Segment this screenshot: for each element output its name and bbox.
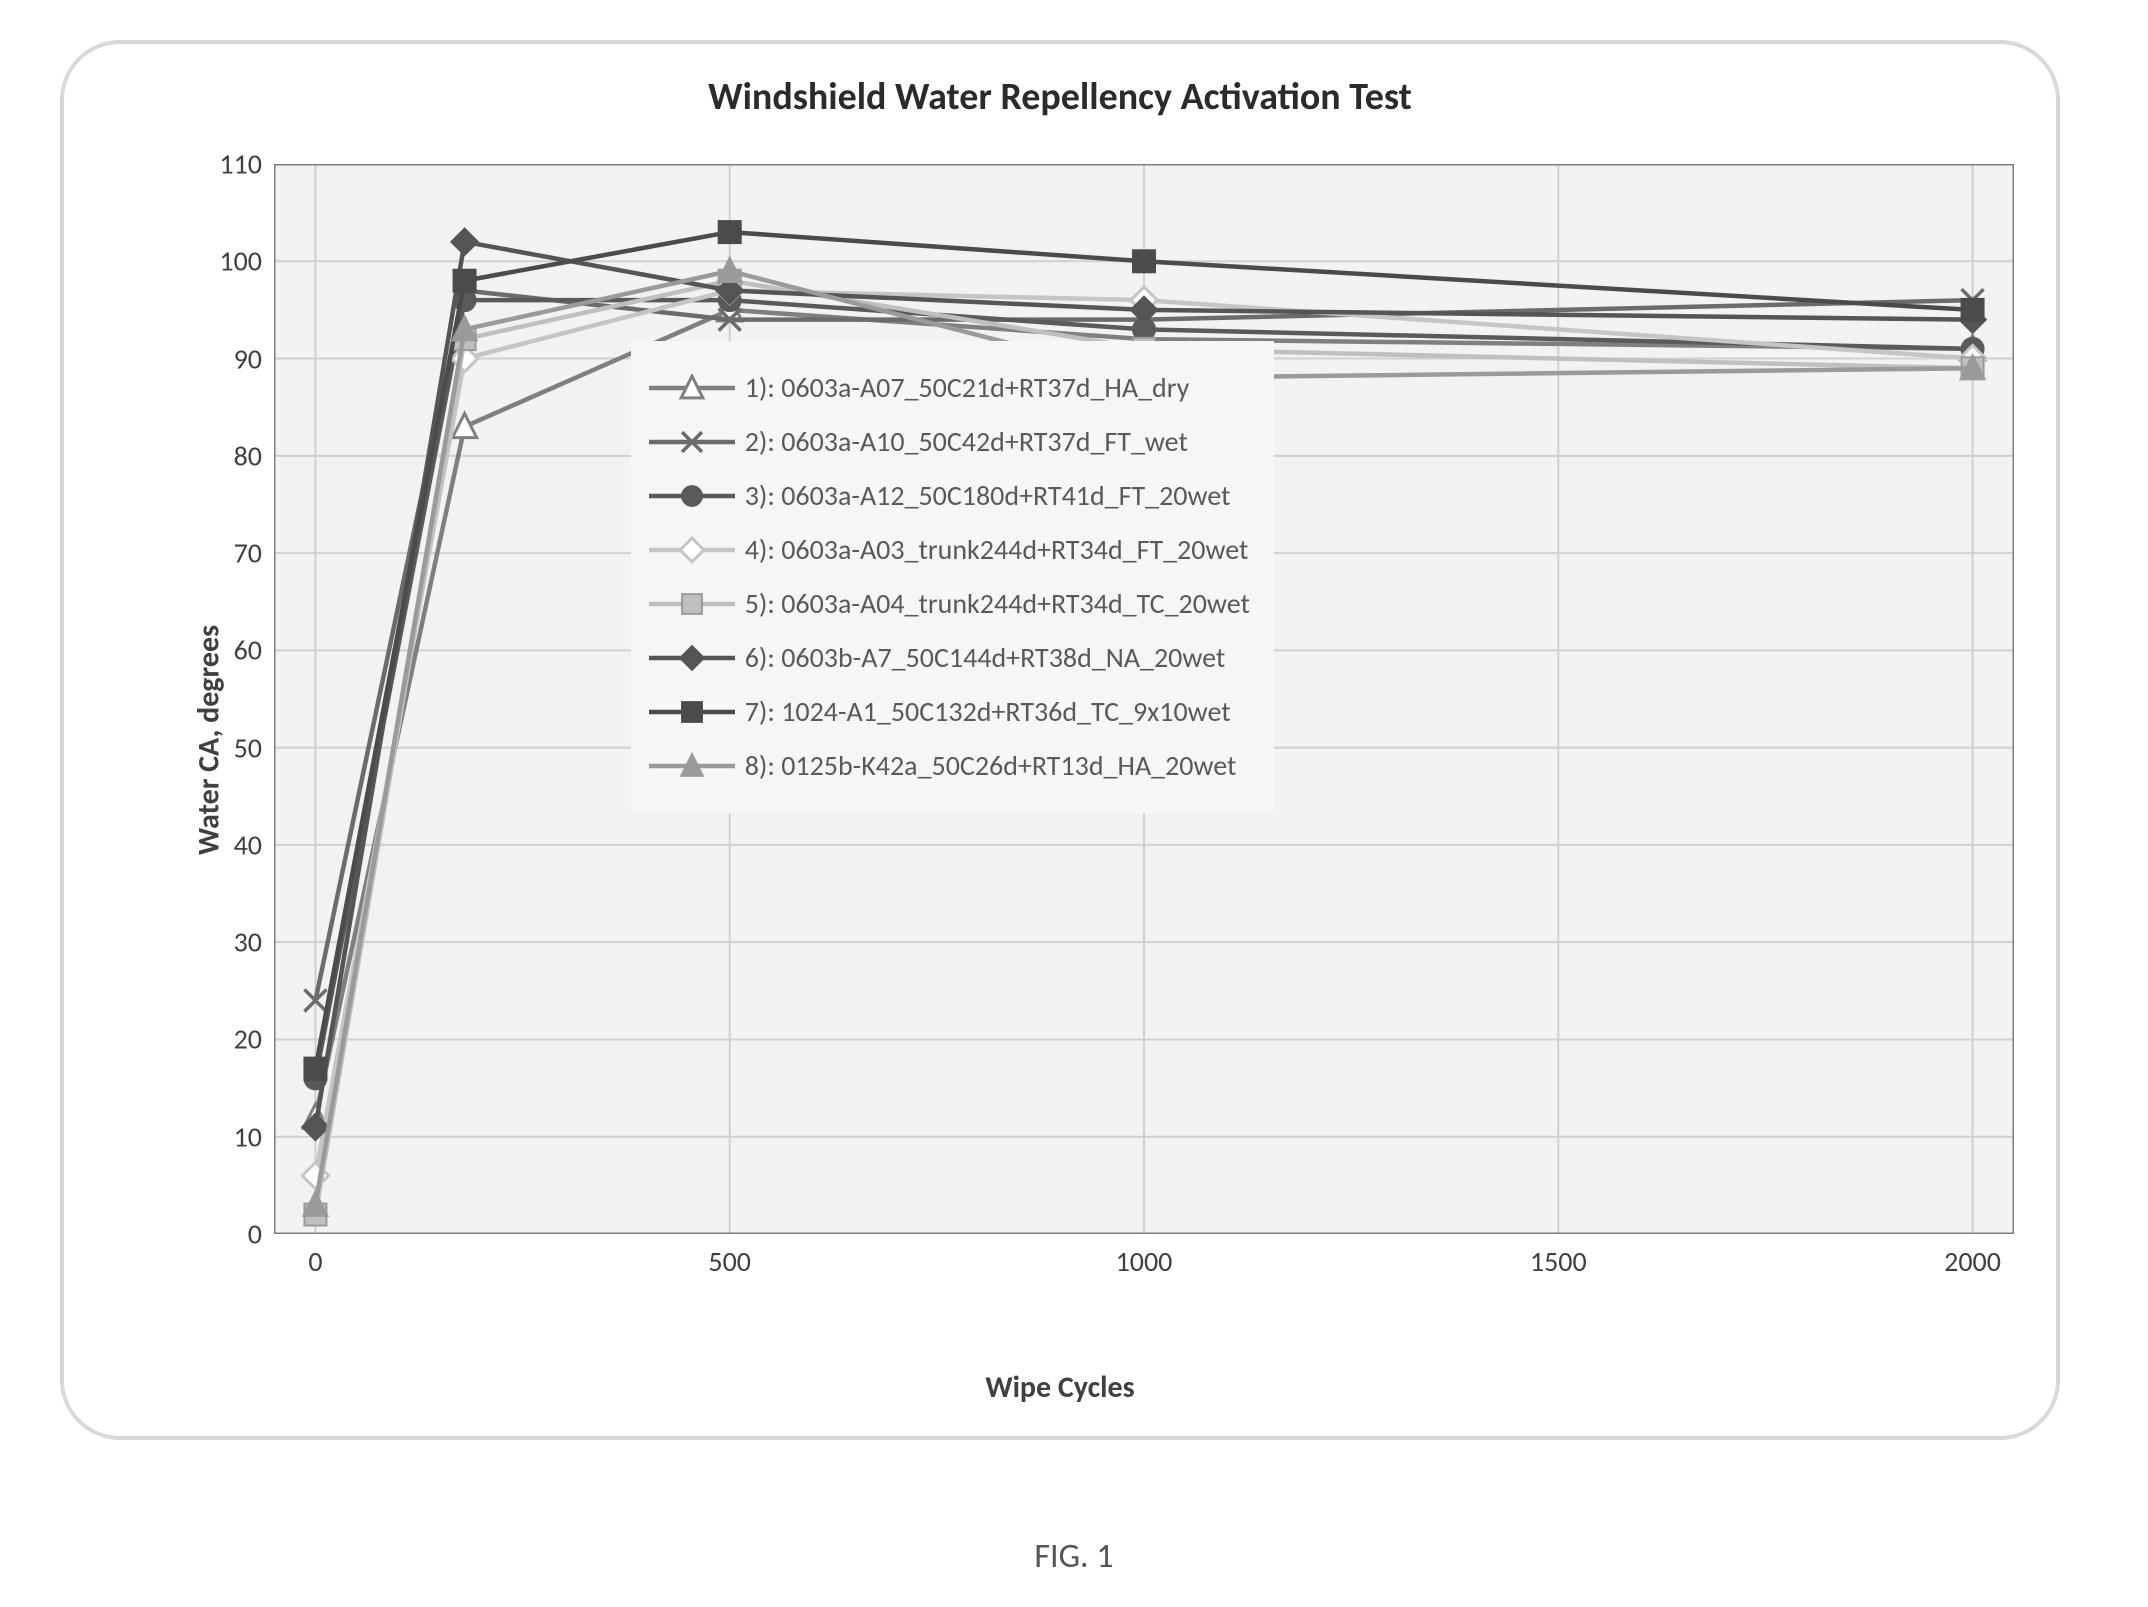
chart-card: Windshield Water Repellency Activation T… — [60, 40, 2060, 1440]
figure-caption: FIG. 1 — [0, 1536, 2148, 1577]
x-tick-label: 0 — [255, 1234, 375, 1279]
legend-label: 5): 0603a-A04_trunk244d+RT34d_TC_20wet — [745, 586, 1250, 621]
x-axis-label: Wipe Cycles — [64, 1369, 2056, 1406]
legend-swatch — [647, 482, 737, 510]
plot-area: 1): 0603a-A07_50C21d+RT37d_HA_dry 2): 060… — [274, 164, 2014, 1234]
legend-swatch — [647, 644, 737, 672]
y-tick-label: 30 — [182, 925, 274, 960]
x-tick-label: 1000 — [1084, 1234, 1204, 1279]
y-tick-label: 90 — [182, 341, 274, 376]
y-tick-label: 110 — [182, 147, 274, 182]
legend-swatch — [647, 374, 737, 402]
legend-label: 2): 0603a-A10_50C42d+RT37d_FT_wet — [745, 424, 1188, 459]
legend-label: 1): 0603a-A07_50C21d+RT37d_HA_dry — [745, 370, 1190, 405]
legend: 1): 0603a-A07_50C21d+RT37d_HA_dry 2): 060… — [631, 341, 1274, 813]
legend-label: 6): 0603b-A7_50C144d+RT38d_NA_20wet — [745, 640, 1226, 675]
legend-swatch — [647, 752, 737, 780]
x-tick-label: 500 — [670, 1234, 790, 1279]
legend-label: 4): 0603a-A03_trunk244d+RT34d_FT_20wet — [745, 532, 1249, 567]
legend-swatch — [647, 698, 737, 726]
legend-row: 7): 1024-A1_50C132d+RT36d_TC_9x10wet — [647, 685, 1250, 739]
legend-swatch — [647, 428, 737, 456]
x-tick-label: 2000 — [1913, 1234, 2033, 1279]
legend-row: 4): 0603a-A03_trunk244d+RT34d_FT_20wet — [647, 523, 1250, 577]
y-tick-label: 50 — [182, 730, 274, 765]
legend-row: 5): 0603a-A04_trunk244d+RT34d_TC_20wet — [647, 577, 1250, 631]
y-tick-label: 20 — [182, 1022, 274, 1057]
page: Windshield Water Repellency Activation T… — [0, 0, 2148, 1607]
legend-row: 1): 0603a-A07_50C21d+RT37d_HA_dry — [647, 361, 1250, 415]
legend-label: 8): 0125b-K42a_50C26d+RT13d_HA_20wet — [745, 748, 1237, 783]
legend-swatch — [647, 536, 737, 564]
legend-swatch — [647, 590, 737, 618]
y-tick-label: 70 — [182, 536, 274, 571]
y-tick-label: 40 — [182, 827, 274, 862]
y-tick-label: 100 — [182, 244, 274, 279]
legend-row: 3): 0603a-A12_50C180d+RT41d_FT_20wet — [647, 469, 1250, 523]
chart-title: Windshield Water Repellency Activation T… — [64, 74, 2056, 120]
legend-row: 6): 0603b-A7_50C144d+RT38d_NA_20wet — [647, 631, 1250, 685]
legend-label: 7): 1024-A1_50C132d+RT36d_TC_9x10wet — [745, 694, 1231, 729]
x-tick-label: 1500 — [1498, 1234, 1618, 1279]
legend-label: 3): 0603a-A12_50C180d+RT41d_FT_20wet — [745, 478, 1231, 513]
y-tick-label: 10 — [182, 1119, 274, 1154]
y-tick-label: 80 — [182, 438, 274, 473]
legend-row: 8): 0125b-K42a_50C26d+RT13d_HA_20wet — [647, 739, 1250, 793]
y-tick-label: 60 — [182, 633, 274, 668]
legend-row: 2): 0603a-A10_50C42d+RT37d_FT_wet — [647, 415, 1250, 469]
